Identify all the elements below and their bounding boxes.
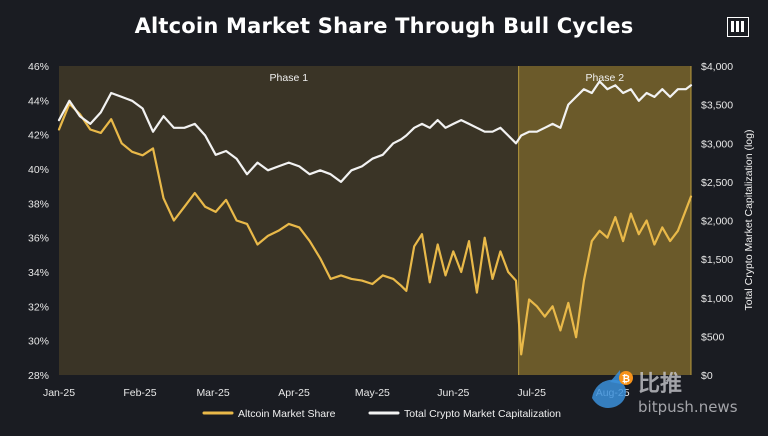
x-tick-label: Jun-25 — [437, 387, 469, 399]
y-left-tick-label: 40% — [28, 164, 49, 176]
chart-title: Altcoin Market Share Through Bull Cycles — [134, 14, 634, 38]
altcoin-share-line — [57, 102, 693, 356]
y-right-axis-ticks: $0 $500 $1,000 $1,500 $2,000 $2,500 $3,000 $3,5… — [701, 61, 733, 382]
series-lines — [57, 80, 693, 356]
x-tick-label: Jan-25 — [43, 387, 75, 399]
x-tick-label: Mar-25 — [196, 387, 229, 399]
watermark-cn: 比推 — [638, 372, 683, 397]
market-cap-line — [57, 80, 693, 183]
bird-logo-icon: ₿ — [592, 370, 633, 408]
legend: Altcoin Market Share Total Crypto Market … — [202, 408, 561, 420]
x-tick-label: Jul-25 — [517, 387, 546, 399]
y-left-tick-label: 46% — [28, 61, 49, 73]
watermark: ₿ 比推 bitpush.news — [588, 366, 758, 422]
legend-label-2: Total Crypto Market Capitalization — [404, 408, 561, 420]
y-right-tick-label: $3,000 — [701, 138, 733, 150]
y-right-tick-label: $3,500 — [701, 100, 733, 112]
x-tick-label: Apr-25 — [278, 387, 310, 399]
y-right-tick-label: $1,500 — [701, 254, 733, 266]
phase-label-2: Phase 2 — [586, 72, 625, 84]
y-left-tick-label: 42% — [28, 130, 49, 142]
x-axis-ticks: Jan-25 Feb-25 Mar-25 Apr-25 May-25 Jun-25 Jul-… — [43, 387, 630, 399]
y-left-tick-label: 30% — [28, 336, 49, 348]
legend-label-1: Altcoin Market Share — [238, 408, 336, 420]
phase-label-1: Phase 1 — [270, 72, 309, 84]
phase-region-1 — [59, 66, 519, 375]
y-right-tick-label: $2,500 — [701, 177, 733, 189]
y-left-tick-label: 44% — [28, 95, 49, 107]
phase-backgrounds: Phase 1 Phase 2 — [59, 66, 692, 375]
y-left-tick-label: 32% — [28, 301, 49, 313]
y-right-tick-label: $2,000 — [701, 216, 733, 228]
brand-logo — [727, 17, 749, 37]
y-right-tick-label: $500 — [701, 331, 725, 343]
x-tick-label: Feb-25 — [123, 387, 156, 399]
y-right-tick-label: $4,000 — [701, 61, 733, 73]
svg-text:₿: ₿ — [622, 373, 630, 385]
y-left-tick-label: 34% — [28, 267, 49, 279]
x-tick-label: May-25 — [355, 387, 390, 399]
y-left-tick-label: 36% — [28, 233, 49, 245]
y-left-axis-ticks: 28% 30% 32% 34% 36% 38% 40% 42% 44% 46% — [28, 61, 49, 382]
y-right-tick-label: $1,000 — [701, 293, 733, 305]
y-right-axis-label: Total Crypto Market Capitalization (log) — [743, 130, 755, 311]
watermark-en: bitpush.news — [638, 398, 738, 416]
y-right-tick-label: $0 — [701, 370, 713, 382]
phase-region-2 — [518, 66, 691, 375]
y-left-tick-label: 38% — [28, 198, 49, 210]
y-left-tick-label: 28% — [28, 370, 49, 382]
